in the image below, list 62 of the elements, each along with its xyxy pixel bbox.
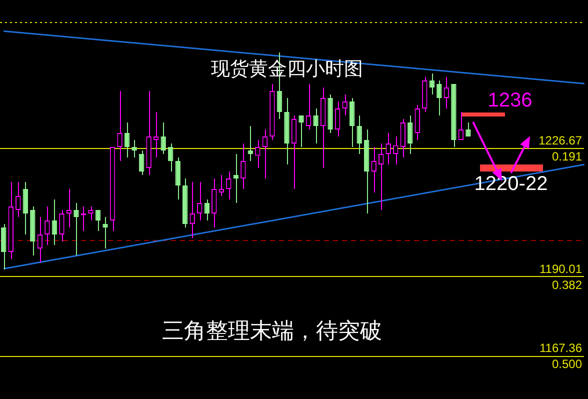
candlestick bbox=[22, 182, 28, 235]
candlestick bbox=[400, 118, 406, 158]
candlestick bbox=[146, 90, 152, 176]
candlestick bbox=[356, 115, 362, 154]
candlestick bbox=[291, 115, 297, 190]
candlestick bbox=[226, 171, 232, 200]
candlestick bbox=[182, 178, 188, 228]
candlestick bbox=[175, 157, 180, 200]
candlestick bbox=[197, 182, 202, 221]
candlestick bbox=[255, 140, 260, 168]
candlestick bbox=[313, 108, 318, 144]
candlestick bbox=[168, 143, 174, 172]
candlestick bbox=[262, 129, 268, 179]
candlestick bbox=[95, 210, 101, 232]
candlestick bbox=[233, 154, 239, 204]
candlestick bbox=[284, 98, 290, 165]
candlestick bbox=[408, 115, 413, 154]
candlestick bbox=[30, 206, 36, 256]
candlestick bbox=[248, 126, 254, 162]
candlestick bbox=[160, 122, 166, 154]
ref-line-label: 1167.36 bbox=[540, 341, 582, 356]
candlestick bbox=[44, 206, 50, 246]
annotation: 0.382 bbox=[552, 278, 582, 292]
ref-line-label: 1236 bbox=[488, 90, 532, 112]
candlestick bbox=[349, 98, 355, 148]
annotation: 0.191 bbox=[552, 149, 582, 164]
candlestick bbox=[414, 104, 420, 140]
candlestick bbox=[444, 76, 450, 109]
candlestick bbox=[451, 84, 456, 148]
ref-line-label: 1190.01 bbox=[540, 262, 582, 276]
candlestick bbox=[59, 210, 64, 242]
candlestick bbox=[190, 182, 195, 238]
candlestick bbox=[8, 182, 14, 260]
candlestick bbox=[270, 84, 275, 140]
candlestick bbox=[386, 132, 391, 165]
candlestick bbox=[16, 182, 21, 218]
candlestick bbox=[240, 143, 246, 190]
candlestick bbox=[124, 122, 130, 158]
candlestick bbox=[364, 129, 370, 214]
candlestick bbox=[328, 94, 333, 134]
candlestick bbox=[117, 90, 122, 162]
candlestick bbox=[1, 224, 6, 270]
candlestick bbox=[102, 216, 108, 249]
candlestick bbox=[320, 87, 326, 168]
candlestick bbox=[212, 178, 217, 228]
candlestick bbox=[138, 150, 144, 176]
candlestick bbox=[371, 146, 376, 193]
band-label: 1220-22 bbox=[474, 173, 548, 196]
candlestick bbox=[306, 84, 312, 130]
candlestick bbox=[37, 216, 43, 263]
candlestick bbox=[458, 112, 464, 140]
candlestick bbox=[422, 76, 428, 112]
candlestick bbox=[334, 101, 340, 137]
candlestick bbox=[132, 140, 137, 158]
ref-line-label: 1226.67 bbox=[538, 133, 582, 148]
annotation: 0.500 bbox=[552, 357, 582, 372]
candlestick bbox=[436, 80, 442, 116]
annotation: 三角整理末端，待突破 bbox=[162, 318, 382, 344]
candlestick bbox=[378, 143, 384, 210]
candlestick bbox=[52, 199, 58, 246]
candlestick bbox=[204, 199, 210, 221]
candlestick bbox=[393, 136, 398, 165]
